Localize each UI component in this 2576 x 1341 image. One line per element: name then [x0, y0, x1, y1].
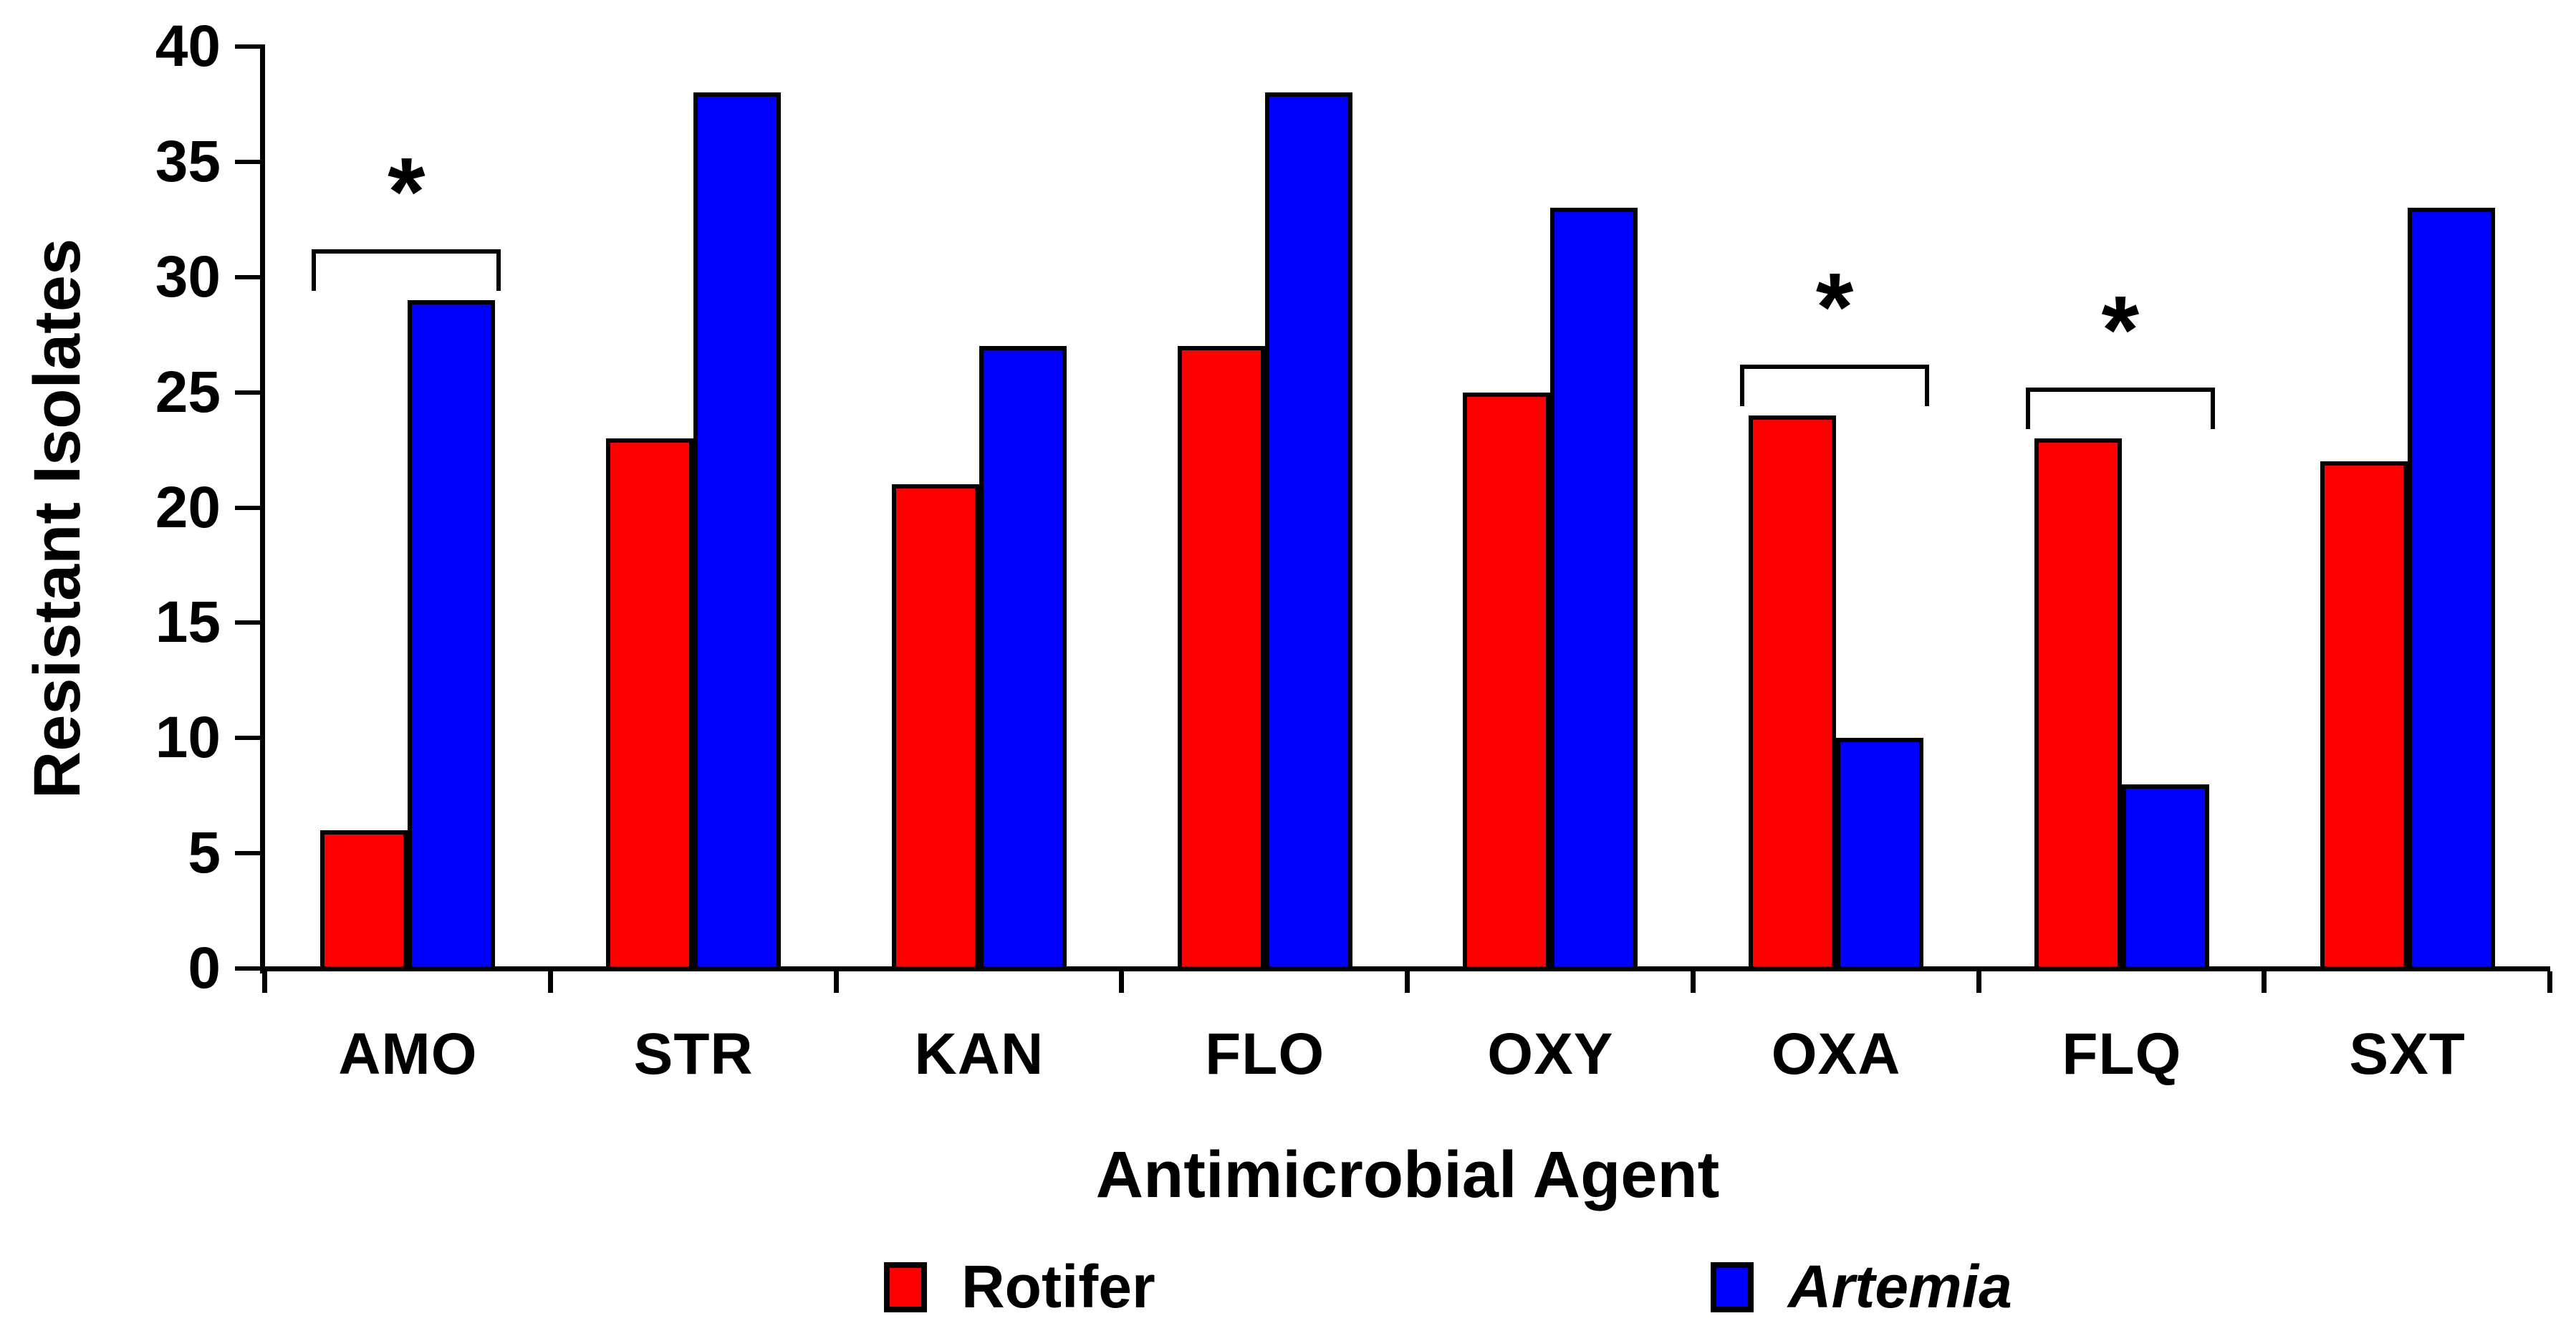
- y-tick-mark: [235, 44, 260, 49]
- bar-rotifer-OXA: [1749, 415, 1837, 971]
- bar-artemia-FLQ: [2121, 784, 2209, 971]
- legend-entry-rotifer: Rotifer: [884, 1252, 1155, 1322]
- y-tick-label: 5: [188, 820, 221, 886]
- x-tick-mark: [2262, 971, 2267, 993]
- bar-rotifer-AMO: [320, 830, 408, 971]
- significance-bracket-OXA: [1740, 365, 1930, 406]
- legend-entry-artemia: Artemia: [1711, 1252, 2012, 1322]
- bar-artemia-SXT: [2407, 208, 2495, 971]
- legend-marker-rotifer: [884, 1261, 927, 1312]
- bar-rotifer-FLO: [1177, 346, 1265, 971]
- significance-bracket-FLQ: [2025, 388, 2215, 430]
- x-tick-mark: [833, 971, 839, 993]
- y-tick-label: 10: [155, 705, 221, 771]
- bar-rotifer-OXY: [1463, 392, 1551, 971]
- bar-rotifer-KAN: [891, 484, 979, 971]
- bar-artemia-FLO: [1264, 92, 1352, 971]
- significance-asterisk-FLQ: *: [2101, 276, 2140, 385]
- bar-rotifer-STR: [606, 438, 694, 971]
- x-tick-mark: [1405, 971, 1410, 993]
- category-label-FLO: FLO: [1205, 1022, 1325, 1087]
- legend-label-rotifer: Rotifer: [961, 1253, 1155, 1320]
- y-tick-label: 30: [155, 244, 221, 309]
- significance-asterisk-OXA: *: [1815, 253, 1854, 361]
- x-tick-mark: [262, 971, 267, 993]
- category-label-OXY: OXY: [1487, 1022, 1614, 1087]
- x-axis-title: Antimicrobial Agent: [1095, 1138, 1720, 1211]
- category-label-OXA: OXA: [1771, 1022, 1901, 1087]
- bar-artemia-AMO: [408, 299, 496, 971]
- x-tick-mark: [1976, 971, 1981, 993]
- significance-asterisk-AMO: *: [388, 138, 426, 246]
- y-tick-label: 40: [155, 14, 221, 79]
- y-tick-mark: [235, 966, 260, 971]
- legend-marker-artemia: [1711, 1261, 1754, 1312]
- bar-artemia-STR: [693, 92, 782, 971]
- x-tick-mark: [2547, 971, 2552, 993]
- significance-bracket-AMO: [312, 249, 501, 292]
- category-label-KAN: KAN: [914, 1022, 1044, 1087]
- category-label-AMO: AMO: [338, 1022, 478, 1087]
- y-tick-label: 20: [155, 474, 221, 540]
- legend-label-artemia: Artemia: [1788, 1253, 2012, 1320]
- y-tick-mark: [235, 390, 260, 395]
- x-tick-mark: [547, 971, 553, 993]
- x-axis-line: [260, 966, 2550, 971]
- bar-rotifer-FLQ: [2034, 438, 2122, 971]
- bar-artemia-OXA: [1836, 738, 1924, 971]
- x-tick-mark: [1119, 971, 1125, 993]
- y-tick-mark: [235, 620, 260, 625]
- bar-rotifer-SXT: [2320, 461, 2408, 971]
- y-tick-label: 35: [155, 128, 221, 194]
- category-label-STR: STR: [633, 1022, 754, 1087]
- y-tick-mark: [235, 505, 260, 510]
- y-tick-mark: [235, 736, 260, 741]
- y-tick-mark: [235, 274, 260, 279]
- bar-artemia-KAN: [979, 346, 1067, 971]
- category-label-FLQ: FLQ: [2062, 1022, 2182, 1087]
- y-tick-label: 25: [155, 359, 221, 425]
- y-tick-mark: [235, 159, 260, 164]
- bar-artemia-OXY: [1550, 208, 1638, 971]
- y-tick-label: 15: [155, 590, 221, 655]
- y-axis-line: [260, 44, 265, 974]
- y-tick-mark: [235, 851, 260, 856]
- x-tick-mark: [1690, 971, 1696, 993]
- y-tick-label: 0: [188, 936, 221, 1001]
- category-label-SXT: SXT: [2349, 1022, 2466, 1087]
